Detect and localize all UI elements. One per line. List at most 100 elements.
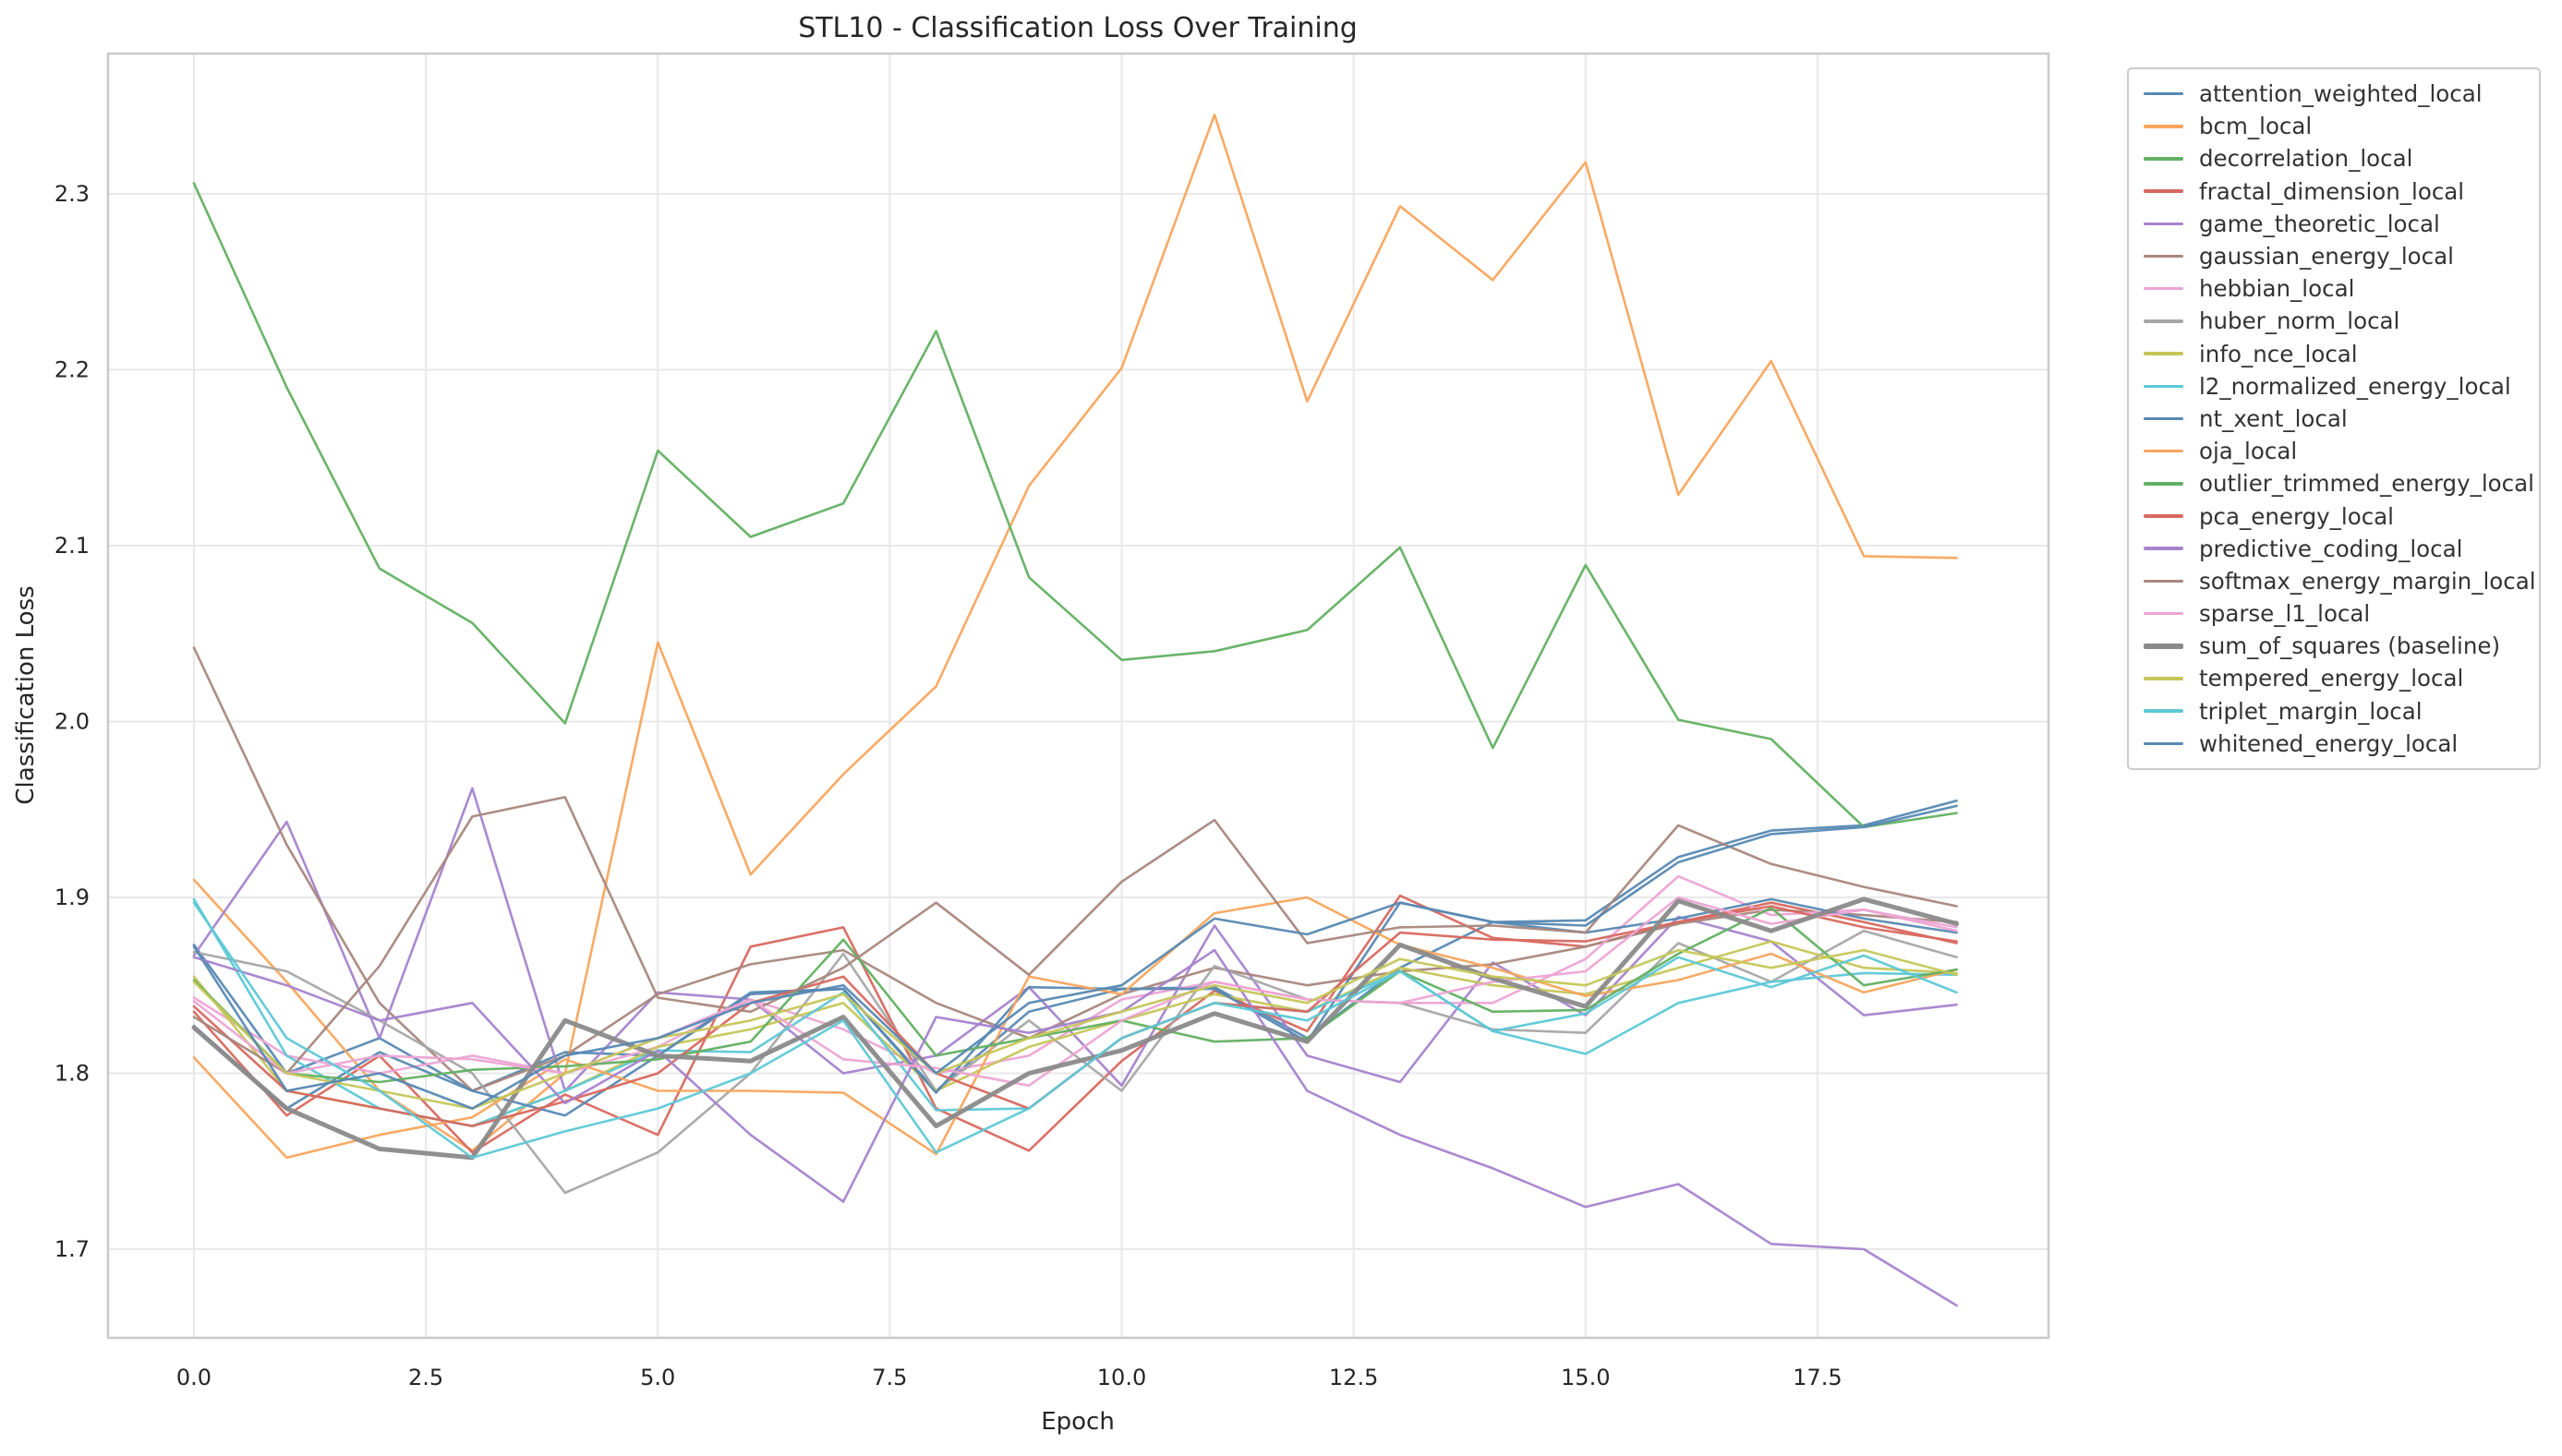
legend-item: tempered_energy_local [2144, 662, 2530, 694]
y-tick-labels: 1.7 1.8 1.9 2.0 2.1 2.2 2.3 [54, 181, 90, 1262]
legend-item-label: gaussian_energy_local [2199, 243, 2454, 271]
legend-item: pca_energy_local [2144, 499, 2530, 532]
legend-swatch-icon [2144, 416, 2183, 421]
legend-swatch-icon [2144, 91, 2183, 96]
series-line-outlier_trimmed_energy_local [192, 907, 1958, 1084]
legend-item: outlier_trimmed_energy_local [2144, 467, 2534, 499]
series-line-oja_local [192, 896, 1958, 1160]
x-tick-label: 2.5 [408, 1365, 443, 1390]
legend-item-label: bcm_local [2199, 113, 2313, 140]
series-line-l2_normalized_energy_local [192, 897, 1958, 1127]
legend-swatch-icon [2144, 125, 2183, 128]
x-tick-labels: 0.0 2.5 5.0 7.5 10.0 12.5 15.0 17.5 [176, 1365, 1843, 1390]
series-line-whitened_energy_local [192, 804, 1958, 1110]
legend-item-label: whitened_energy_local [2199, 729, 2459, 757]
legend-swatch-icon [2144, 254, 2183, 259]
legend-swatch-icon [2144, 677, 2183, 680]
series-line-hebbian_local [192, 874, 1958, 1075]
x-axis-label: Epoch [1041, 1408, 1115, 1436]
y-axis-label: Classification Loss [12, 585, 40, 804]
legend-item-label: oja_local [2199, 438, 2298, 465]
legend-item-label: game_theoretic_local [2199, 210, 2440, 237]
y-tick-label: 2.3 [54, 181, 90, 207]
legend-swatch-icon [2144, 157, 2183, 161]
legend-swatch-icon [2144, 319, 2183, 323]
series-line-gaussian_energy_local [192, 646, 1958, 1092]
legend-item: triplet_margin_local [2144, 695, 2530, 728]
series-line-huber_norm_local [192, 929, 1958, 1195]
legend-item-label: softmax_energy_margin_local [2199, 567, 2536, 595]
series-line-softmax_energy_margin_local [192, 796, 1958, 1075]
x-tick-label: 15.0 [1561, 1365, 1610, 1390]
legend-item: oja_local [2144, 435, 2530, 467]
legend-swatch-icon [2144, 482, 2183, 486]
legend-item-label: outlier_trimmed_energy_local [2199, 470, 2534, 498]
legend-item: info_nce_local [2144, 338, 2530, 370]
legend-item: hebbian_local [2144, 272, 2530, 305]
legend-swatch-icon [2144, 222, 2183, 226]
legend-item: fractal_dimension_local [2144, 175, 2530, 208]
legend-item-label: attention_weighted_local [2199, 80, 2483, 108]
series-lines [191, 114, 1960, 1307]
series-line-tempered_energy_local [192, 948, 1958, 1110]
legend-swatch-icon [2144, 384, 2183, 389]
legend-item: softmax_energy_margin_local [2144, 565, 2536, 597]
legend-item: nt_xent_local [2144, 403, 2530, 435]
legend-swatch-icon [2144, 611, 2183, 616]
chart-title: STL10 - Classification Loss Over Trainin… [798, 12, 1358, 44]
x-tick-label: 5.0 [640, 1365, 675, 1390]
legend-item: whitened_energy_local [2144, 728, 2530, 760]
legend-item-label: huber_norm_local [2199, 307, 2400, 335]
y-tick-label: 1.7 [54, 1236, 90, 1262]
series-line-sparse_l1_local [192, 896, 1958, 1088]
series-line-game_theoretic_local [192, 787, 1958, 1092]
legend-item-label: pca_energy_local [2199, 502, 2394, 530]
legend-swatch-icon [2144, 709, 2183, 713]
series-line-predictive_coding_local [192, 948, 1958, 1307]
plot-border [106, 52, 2050, 1340]
x-tick-label: 10.0 [1097, 1365, 1146, 1390]
x-tick-label: 7.5 [872, 1365, 907, 1390]
legend-item: game_theoretic_local [2144, 208, 2530, 240]
legend-item-label: fractal_dimension_local [2199, 177, 2465, 205]
legend-item-label: sparse_l1_local [2199, 600, 2371, 628]
legend-item: huber_norm_local [2144, 305, 2530, 337]
legend-item: sparse_l1_local [2144, 597, 2530, 630]
legend-item-label: hebbian_local [2199, 275, 2355, 303]
legend-item: l2_normalized_energy_local [2144, 370, 2530, 403]
legend-item-label: info_nce_local [2199, 340, 2358, 367]
legend-item-label: sum_of_squares (baseline) [2199, 632, 2501, 660]
legend-swatch-icon [2144, 449, 2183, 453]
x-tick-label: 17.5 [1793, 1365, 1842, 1390]
legend-item-label: l2_normalized_energy_local [2199, 372, 2511, 400]
legend-item-label: triplet_margin_local [2199, 697, 2423, 725]
y-tick-label: 1.9 [54, 884, 90, 910]
legend-swatch-icon [2144, 741, 2183, 746]
legend-swatch-icon [2144, 286, 2183, 291]
legend-item: sum_of_squares (baseline) [2144, 630, 2530, 662]
legend-item: bcm_local [2144, 110, 2530, 142]
legend-swatch-icon [2144, 547, 2183, 550]
series-line-sum_of_squares (baseline) [191, 896, 1960, 1161]
legend-item-label: decorrelation_local [2199, 145, 2413, 173]
x-tick-label: 0.0 [176, 1365, 211, 1390]
y-tick-label: 2.2 [54, 357, 90, 383]
legend-item: gaussian_energy_local [2144, 240, 2530, 272]
y-tick-label: 2.0 [54, 709, 90, 735]
legend-swatch-icon [2144, 514, 2183, 518]
legend-item-label: nt_xent_local [2199, 404, 2348, 432]
series-line-decorrelation_local [192, 182, 1958, 829]
legend-item: attention_weighted_local [2144, 78, 2530, 110]
legend-item: predictive_coding_local [2144, 533, 2530, 565]
legend-item: decorrelation_local [2144, 142, 2530, 174]
legend-item-label: tempered_energy_local [2199, 665, 2464, 692]
y-tick-label: 2.1 [54, 533, 90, 559]
series-line-info_nce_local [192, 940, 1958, 1127]
x-tick-label: 12.5 [1329, 1365, 1378, 1390]
legend-swatch-icon [2144, 189, 2183, 193]
series-line-triplet_margin_local [192, 901, 1958, 1160]
legend-swatch-icon [2144, 579, 2183, 584]
grid-lines [108, 54, 2048, 1338]
